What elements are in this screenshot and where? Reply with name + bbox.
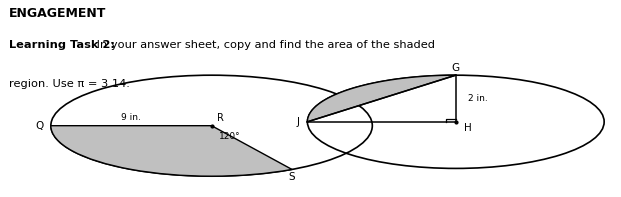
Text: H: H — [465, 123, 472, 133]
Text: 9 in.: 9 in. — [121, 113, 141, 122]
Text: Learning Task 2:: Learning Task 2: — [9, 40, 115, 50]
Text: 2 in.: 2 in. — [468, 94, 488, 103]
Wedge shape — [51, 126, 292, 176]
Text: ENGAGEMENT: ENGAGEMENT — [9, 7, 106, 20]
Text: R: R — [217, 113, 224, 123]
Text: region. Use π = 3.14.: region. Use π = 3.14. — [9, 79, 130, 89]
Text: G: G — [451, 63, 460, 73]
Text: 120°: 120° — [219, 132, 240, 140]
Text: Q: Q — [35, 121, 43, 131]
Text: J: J — [297, 117, 300, 127]
Text: In your answer sheet, copy and find the area of the shaded: In your answer sheet, copy and find the … — [93, 40, 435, 50]
Polygon shape — [307, 75, 456, 122]
Text: S: S — [289, 172, 295, 182]
